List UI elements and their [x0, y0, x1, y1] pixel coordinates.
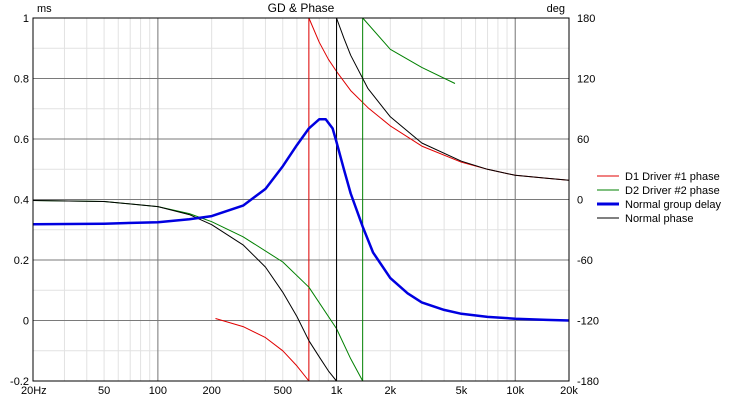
- right-tick-label: 0: [577, 195, 583, 207]
- series-layer: [32, 17, 570, 382]
- legend: D1 Driver #1 phase D2 Driver #2 phase Norm…: [597, 171, 721, 225]
- left-axis-unit: ms: [37, 3, 52, 15]
- right-tick-label: 60: [577, 134, 589, 146]
- left-tick-label: 0.8: [14, 74, 29, 86]
- right-tick-label: -180: [577, 376, 599, 388]
- right-tick-label: 180: [577, 13, 595, 25]
- left-tick-label: 0.6: [14, 134, 29, 146]
- x-tick-label: 50: [98, 385, 110, 397]
- legend-label: D2 Driver #2 phase: [625, 185, 720, 197]
- x-tick-label: 500: [274, 385, 292, 397]
- x-tick-label: 10k: [506, 385, 524, 397]
- left-tick-label: 0.2: [14, 255, 29, 267]
- right-tick-label: 120: [577, 74, 595, 86]
- series-line-normal-phase-seg0: [32, 200, 337, 382]
- x-tick-label: 20k: [560, 385, 578, 397]
- x-tick-label: 1k: [331, 385, 343, 397]
- x-tick-label: 100: [149, 385, 167, 397]
- series-line-d2-driver-2-phase-seg1: [362, 17, 456, 84]
- series-line-d1-driver-1-phase-seg0: [215, 318, 310, 382]
- legend-label: Normal phase: [625, 213, 693, 225]
- x-tick-label: 200: [202, 385, 220, 397]
- legend-label: D1 Driver #1 phase: [625, 171, 720, 183]
- x-tick-label: 5k: [456, 385, 468, 397]
- legend-label: Normal group delay: [625, 199, 721, 211]
- series-line-normal-phase-seg1: [336, 17, 570, 181]
- series-line-normal-group-delay-seg0: [32, 118, 570, 322]
- plot-border: [32, 17, 570, 382]
- left-tick-label: -0.2: [10, 376, 29, 388]
- axis-labels: 10.80.60.40.20-0.2180120600-60-120-18020…: [10, 13, 599, 397]
- right-tick-label: -60: [577, 255, 593, 267]
- left-tick-label: 0.4: [14, 195, 29, 207]
- right-axis-unit: deg: [547, 3, 565, 15]
- left-tick-label: 0: [23, 316, 29, 328]
- x-tick-label: 20Hz: [21, 385, 47, 397]
- chart-title: GD & Phase: [268, 1, 335, 15]
- right-tick-label: -120: [577, 316, 599, 328]
- left-tick-label: 1: [23, 13, 29, 25]
- x-tick-label: 2k: [385, 385, 397, 397]
